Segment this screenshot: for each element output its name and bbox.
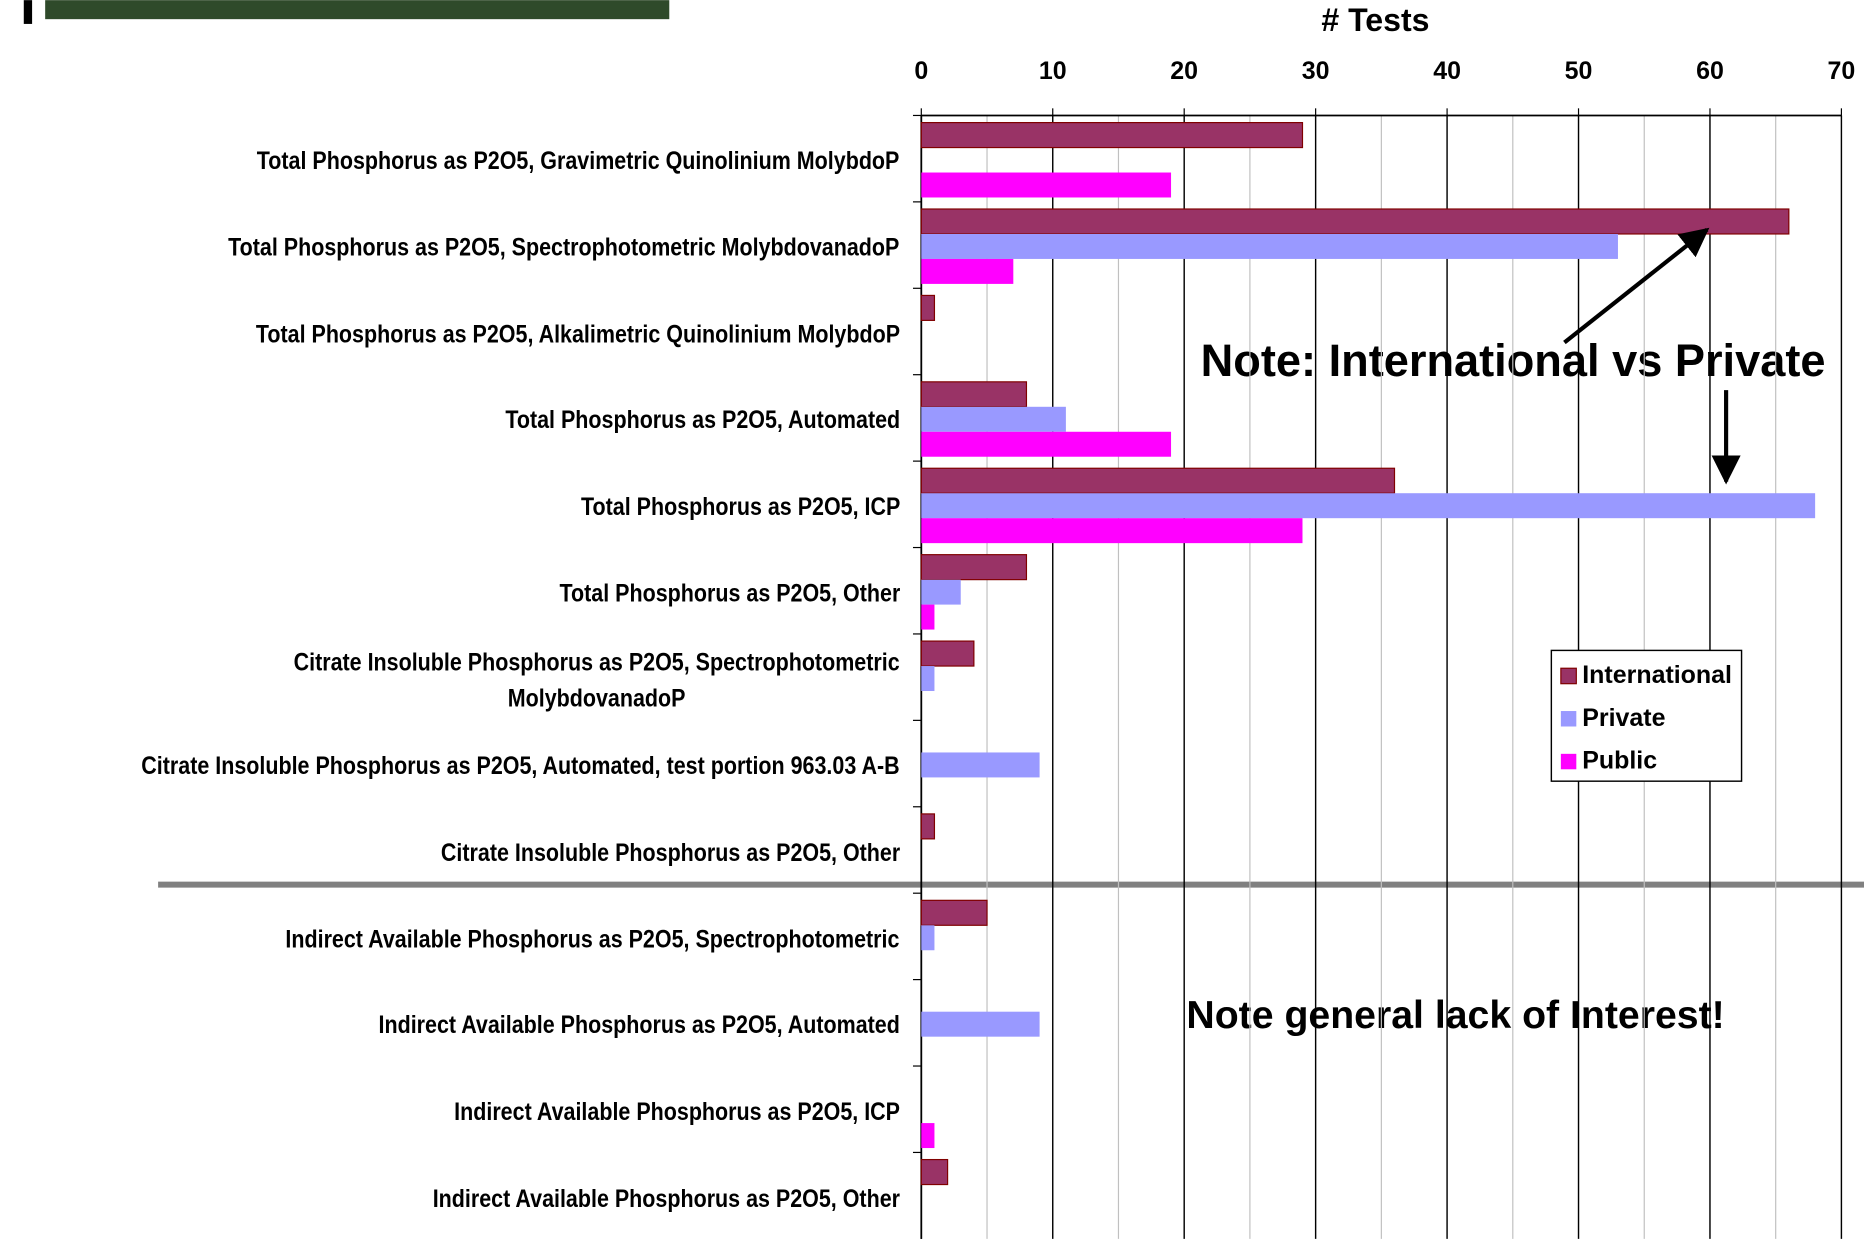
x-tick-label: 70 xyxy=(1828,57,1856,85)
y-tick-label-wrap: Indirect Available Phosphorus as P2O5, S… xyxy=(0,898,900,981)
bar xyxy=(921,518,1302,543)
bar xyxy=(921,580,960,605)
y-tick-label: Indirect Available Phosphorus as P2O5, O… xyxy=(433,1181,900,1217)
bar xyxy=(921,925,934,950)
y-tick-label: Indirect Available Phosphorus as P2O5, S… xyxy=(286,922,900,958)
y-tick-label-wrap: Indirect Available Phosphorus as P2O5, I… xyxy=(0,1071,900,1154)
y-tick-label-wrap: Total Phosphorus as P2O5, Gravimetric Qu… xyxy=(0,121,900,204)
legend-swatch xyxy=(1561,711,1576,726)
y-tick-label: Total Phosphorus as P2O5, Spectrophotome… xyxy=(229,231,900,267)
x-tick-label: 50 xyxy=(1565,57,1593,85)
legend-label: Private xyxy=(1582,704,1665,732)
y-tick-label-box: Total Phosphorus as P2O5, Other xyxy=(0,553,900,636)
bar xyxy=(921,382,1026,407)
bar xyxy=(921,900,987,925)
legend-swatch xyxy=(1561,668,1576,683)
x-tick-label: 40 xyxy=(1433,57,1461,85)
legend-label: Public xyxy=(1582,747,1657,775)
y-tick-label-box: Total Phosphorus as P2O5, ICP xyxy=(0,466,900,549)
y-tick-label: Total Phosphorus as P2O5, ICP xyxy=(581,490,900,526)
page: {"chart_data": {"type": "bar", "orientat… xyxy=(0,0,1864,1239)
y-tick-label-box: Total Phosphorus as P2O5, Alkalimetric Q… xyxy=(0,293,900,376)
x-tick-label: 0 xyxy=(914,57,928,85)
y-tick-label-wrap: Total Phosphorus as P2O5, ICP xyxy=(0,466,900,549)
decor-bar xyxy=(24,0,32,24)
y-tick-label: Total Phosphorus as P2O5, Gravimetric Qu… xyxy=(257,144,900,180)
x-tick-label: 10 xyxy=(1039,57,1067,85)
y-tick-label-box: Citrate Insoluble Phosphorus as P2O5, Au… xyxy=(0,726,900,809)
y-tick-label-wrap: Total Phosphorus as P2O5, Other xyxy=(0,553,900,636)
y-tick-label-wrap: Citrate Insoluble Phosphorus as P2O5, Au… xyxy=(0,726,900,809)
y-tick-label: Total Phosphorus as P2O5, Automated xyxy=(505,404,900,440)
x-tick-label: 60 xyxy=(1696,57,1724,85)
x-tick-label: 30 xyxy=(1302,57,1330,85)
y-tick-label-box: Indirect Available Phosphorus as P2O5, O… xyxy=(0,1158,900,1239)
x-tick-label: 20 xyxy=(1170,57,1198,85)
bar xyxy=(921,295,934,320)
bar xyxy=(921,1012,1039,1037)
y-tick-label-wrap: Total Phosphorus as P2O5, Alkalimetric Q… xyxy=(0,293,900,376)
y-tick-label: Total Phosphorus as P2O5, Other xyxy=(559,576,900,612)
bar xyxy=(921,814,934,839)
y-tick-label: Citrate Insoluble Phosphorus as P2O5, Sp… xyxy=(294,645,900,716)
y-tick-label-wrap: Total Phosphorus as P2O5, Automated xyxy=(0,380,900,463)
y-tick-label-wrap: Indirect Available Phosphorus as P2O5, O… xyxy=(0,1158,900,1239)
y-tick-label-box: Indirect Available Phosphorus as P2O5, A… xyxy=(0,985,900,1068)
bar xyxy=(921,468,1394,493)
header-image xyxy=(45,0,669,19)
y-tick-label: Citrate Insoluble Phosphorus as P2O5, Au… xyxy=(142,749,900,785)
axis-title: # Tests xyxy=(1321,2,1429,38)
y-tick-label-wrap: Total Phosphorus as P2O5, Spectrophotome… xyxy=(0,207,900,290)
y-tick-label: Indirect Available Phosphorus as P2O5, A… xyxy=(379,1009,900,1045)
bar xyxy=(921,407,1066,432)
bar xyxy=(921,752,1039,777)
bar xyxy=(921,259,1013,284)
bar xyxy=(921,209,1789,234)
y-tick-label: Citrate Insoluble Phosphorus as P2O5, Ot… xyxy=(441,836,900,872)
y-tick-label-box: Citrate Insoluble Phosphorus as P2O5, Sp… xyxy=(0,639,900,722)
bar xyxy=(921,173,1171,198)
y-tick-label-box: Total Phosphorus as P2O5, Automated xyxy=(0,380,900,463)
y-tick-label-wrap: Indirect Available Phosphorus as P2O5, A… xyxy=(0,985,900,1068)
bar xyxy=(921,123,1302,148)
bar xyxy=(921,234,1618,259)
bar xyxy=(921,555,1026,580)
legend-label: International xyxy=(1582,661,1732,689)
y-tick-label-wrap: Citrate Insoluble Phosphorus as P2O5, Sp… xyxy=(0,639,900,722)
bar xyxy=(921,605,934,630)
bar xyxy=(921,641,974,666)
bar xyxy=(921,493,1815,518)
y-tick-label-box: Citrate Insoluble Phosphorus as P2O5, Ot… xyxy=(0,812,900,895)
bar xyxy=(921,666,934,691)
bar xyxy=(921,1160,947,1185)
legend-swatch xyxy=(1561,754,1576,769)
chart: # Tests Note: International vs Private N… xyxy=(0,0,1864,1239)
y-tick-label-box: Total Phosphorus as P2O5, Spectrophotome… xyxy=(0,207,900,290)
y-tick-label-box: Indirect Available Phosphorus as P2O5, I… xyxy=(0,1071,900,1154)
bar xyxy=(921,432,1171,457)
y-tick-label-box: Total Phosphorus as P2O5, Gravimetric Qu… xyxy=(0,121,900,204)
y-tick-label-wrap: Citrate Insoluble Phosphorus as P2O5, Ot… xyxy=(0,812,900,895)
y-tick-label: Total Phosphorus as P2O5, Alkalimetric Q… xyxy=(256,317,900,353)
y-tick-label-box: Indirect Available Phosphorus as P2O5, S… xyxy=(0,898,900,981)
y-tick-label: Indirect Available Phosphorus as P2O5, I… xyxy=(454,1095,900,1131)
bar xyxy=(921,1123,934,1148)
